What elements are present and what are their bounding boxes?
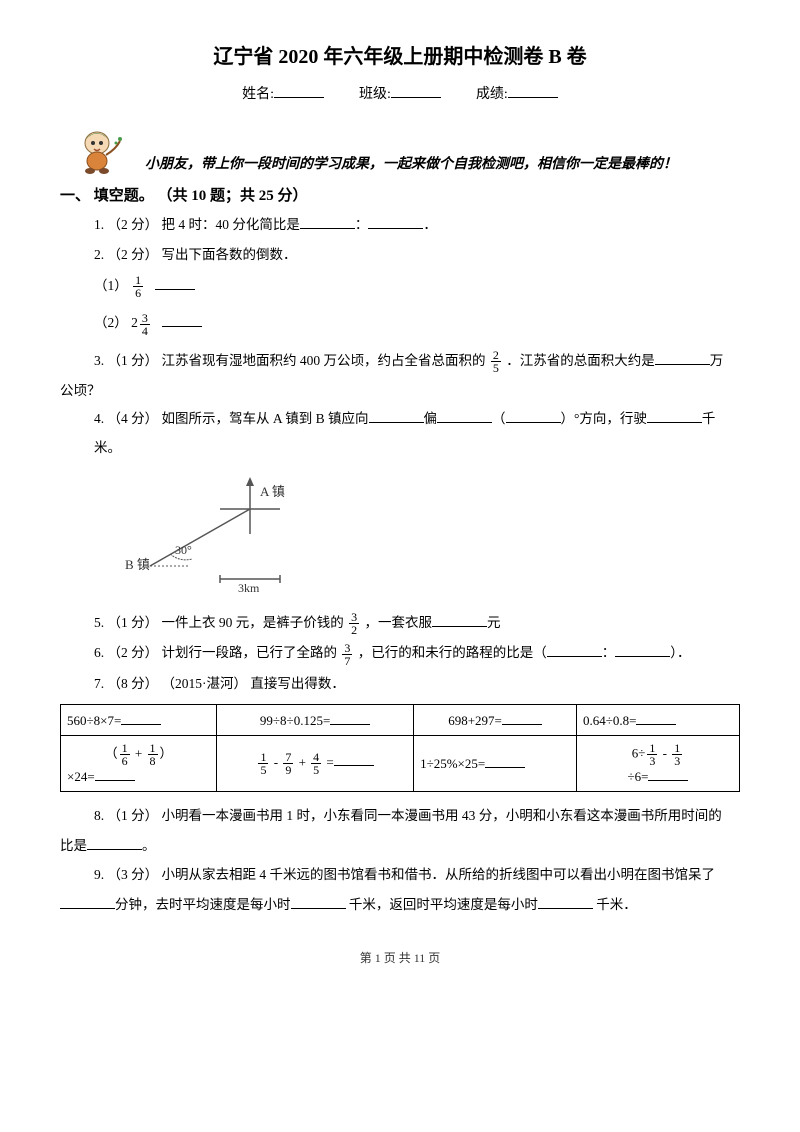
cell-r1c4: 0.64÷0.8=	[583, 713, 636, 728]
blank-r2c1[interactable]	[95, 767, 135, 781]
q2-2-prefix: （2） 2	[94, 315, 138, 330]
q5-a: 5. （1 分） 一件上衣 90 元，是裤子价钱的	[94, 615, 347, 630]
q6-c: ）．	[670, 645, 690, 660]
q6-b: ，已行的和未行的路程的比是（	[354, 645, 546, 660]
name-blank[interactable]	[274, 84, 324, 98]
question-8: 8. （1 分） 小明看一本漫画书用 1 时，小东看同一本漫画书用 43 分，小…	[94, 802, 740, 830]
q9-blank-2[interactable]	[291, 895, 346, 909]
table-row: （16 + 18） ×24= 15 - 79 + 45 = 1÷25%×25= …	[61, 735, 740, 791]
cell-r2c1: （16 + 18） ×24=	[61, 735, 217, 791]
q6-a: 6. （2 分） 计划行一段路，已行了全路的	[94, 645, 340, 660]
question-3-continued: 公顷？	[60, 377, 740, 405]
name-label: 姓名:	[242, 87, 274, 102]
q9-cont-c: 千米．	[593, 897, 637, 912]
q5-fraction: 32	[349, 611, 359, 636]
q3-blank[interactable]	[655, 351, 710, 365]
direction-diagram: A 镇 B 镇 30° 3km	[120, 474, 320, 594]
question-3: 3. （1 分） 江苏省现有湿地面积约 400 万公顷，约占全省总面积的 25 …	[94, 347, 740, 375]
q4-blank-1[interactable]	[369, 409, 424, 423]
q8-blank[interactable]	[87, 836, 142, 850]
calculation-table: 560÷8×7= 99÷8÷0.125= 698+297= 0.64÷0.8= …	[60, 704, 740, 792]
cell-r1c1: 560÷8×7=	[67, 713, 121, 728]
q1-colon: ：	[355, 217, 369, 232]
blank-r2c3[interactable]	[485, 754, 525, 768]
q1-blank-2[interactable]	[368, 215, 423, 229]
question-7: 7. （8 分） （2015·湛河） 直接写出得数．	[94, 670, 740, 698]
q4-d: ）°方向，行驶	[561, 411, 647, 426]
intro-text: 小朋友，带上你一段时间的学习成果，一起来做个自我检测吧，相信你一定是最棒的！	[145, 154, 677, 176]
cell-r2c2: 15 - 79 + 45 =	[217, 735, 414, 791]
cell-r2c4: 6÷13 - 13 ÷6=	[577, 735, 740, 791]
diagram-scale: 3km	[238, 581, 260, 594]
cell-r2c3: 1÷25%×25=	[414, 735, 577, 791]
q9-blank-1[interactable]	[60, 895, 115, 909]
q5-c: 元	[487, 615, 501, 630]
blank-r2c2[interactable]	[334, 752, 374, 766]
q1-end: ．	[423, 217, 437, 232]
q5-blank[interactable]	[432, 613, 487, 627]
q3-text-a: 3. （1 分） 江苏省现有湿地面积约 400 万公顷，约占全省总面积的	[94, 353, 486, 368]
q8-cont-b: 。	[142, 838, 156, 853]
q2-2-fraction: 34	[140, 312, 150, 337]
question-6: 6. （2 分） 计划行一段路，已行了全路的 37 ，已行的和未行的路程的比是（…	[94, 639, 740, 667]
q4-blank-4[interactable]	[647, 409, 702, 423]
question-9-continued: 分钟，去时平均速度是每小时 千米，返回时平均速度是每小时 千米．	[60, 891, 740, 919]
grade-blank[interactable]	[508, 84, 558, 98]
page-title: 辽宁省 2020 年六年级上册期中检测卷 B 卷	[60, 40, 740, 69]
cartoon-icon	[70, 121, 125, 176]
blank-r2c4[interactable]	[648, 767, 688, 781]
q4-blank-3[interactable]	[506, 409, 561, 423]
section-1-head: 一、 填空题。 （共 10 题；共 25 分）	[60, 184, 740, 205]
diagram-label-a: A 镇	[260, 484, 285, 499]
question-1: 1. （2 分） 把 4 时：40 分化简比是 ： ．	[94, 211, 740, 239]
q9-cont-a: 分钟，去时平均速度是每小时	[115, 897, 291, 912]
blank-r1c4[interactable]	[636, 711, 676, 725]
q4-a: 4. （4 分） 如图所示，驾车从 A 镇到 B 镇应向	[94, 411, 369, 426]
cell-r1c3: 698+297=	[448, 713, 502, 728]
q1-text: 1. （2 分） 把 4 时：40 分化简比是	[94, 217, 300, 232]
page-footer: 第 1 页 共 11 页	[60, 949, 740, 966]
class-label: 班级:	[359, 87, 391, 102]
question-2-1: （1） 16	[94, 272, 740, 299]
question-9: 9. （3 分） 小明从家去相距 4 千米远的图书馆看书和借书．从所给的折线图中…	[94, 861, 740, 889]
q2-2-blank[interactable]	[162, 313, 202, 327]
q2-1-prefix: （1）	[94, 278, 128, 293]
q6-blank-2[interactable]	[615, 643, 670, 657]
q3-text-b: ．江苏省的总面积大约是	[503, 353, 655, 368]
diagram-label-b: B 镇	[125, 557, 150, 572]
cell-r1c2: 99÷8÷0.125=	[260, 713, 330, 728]
diagram-angle: 30°	[175, 543, 192, 557]
q6-colon: ：	[602, 645, 616, 660]
q9-blank-3[interactable]	[538, 895, 593, 909]
blank-r1c3[interactable]	[502, 711, 542, 725]
q4-b: 偏	[424, 411, 438, 426]
q3-text-c: 万	[710, 353, 724, 368]
blank-r1c2[interactable]	[330, 711, 370, 725]
student-info-line: 姓名: 班级: 成绩:	[60, 83, 740, 103]
q5-b: ，一套衣服	[361, 615, 432, 630]
q1-blank-1[interactable]	[300, 215, 355, 229]
q4-blank-2[interactable]	[437, 409, 492, 423]
blank-r1c1[interactable]	[121, 711, 161, 725]
q4-c: （	[492, 411, 506, 426]
class-blank[interactable]	[391, 84, 441, 98]
question-5: 5. （1 分） 一件上衣 90 元，是裤子价钱的 32 ，一套衣服 元	[94, 609, 740, 637]
q9-cont-b: 千米，返回时平均速度是每小时	[346, 897, 538, 912]
q6-blank-1[interactable]	[547, 643, 602, 657]
q2-1-fraction: 16	[133, 274, 143, 299]
q8-cont-a: 比是	[60, 838, 87, 853]
q6-fraction: 37	[342, 642, 352, 667]
q3-fraction: 25	[491, 349, 501, 374]
table-row: 560÷8×7= 99÷8÷0.125= 698+297= 0.64÷0.8=	[61, 704, 740, 735]
question-8-continued: 比是 。	[60, 832, 740, 860]
question-4: 4. （4 分） 如图所示，驾车从 A 镇到 B 镇应向偏（）°方向，行驶千米。	[94, 405, 740, 462]
grade-label: 成绩:	[476, 87, 508, 102]
question-2: 2. （2 分） 写出下面各数的倒数．	[94, 241, 740, 269]
q2-1-blank[interactable]	[155, 276, 195, 290]
question-2-2: （2） 234	[94, 309, 740, 336]
